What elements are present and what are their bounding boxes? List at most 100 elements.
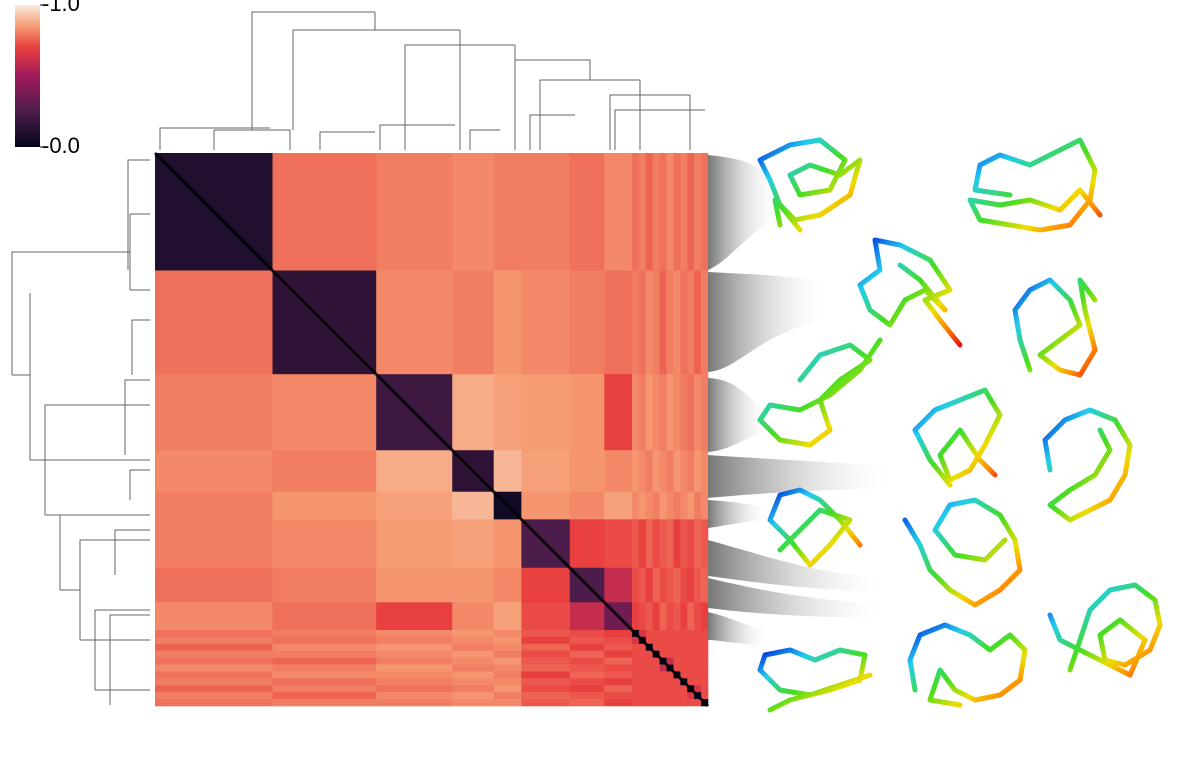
heatmap-cell	[694, 450, 702, 493]
heatmap-cell	[452, 629, 495, 638]
heatmap-cell	[694, 270, 702, 375]
heatmap-cell	[493, 685, 522, 693]
heatmap-cell	[569, 685, 605, 693]
heatmap-cell	[638, 657, 647, 665]
heatmap-cell	[604, 699, 633, 707]
heatmap-cell	[493, 636, 522, 645]
heatmap-cell	[155, 450, 273, 493]
heatmap-cell	[659, 270, 667, 375]
heatmap-cell	[155, 678, 273, 686]
heatmap-cell	[687, 636, 695, 645]
heatmap-cell	[645, 519, 653, 569]
heatmap-cell	[673, 519, 681, 569]
heatmap-cell	[694, 602, 702, 631]
heatmap-cell	[673, 602, 681, 631]
heatmap-cell	[493, 692, 522, 700]
heatmap-cell	[155, 685, 273, 693]
heatmap-cell	[155, 643, 273, 651]
heatmap-cell	[155, 519, 273, 569]
heatmap-cell	[155, 374, 273, 451]
heatmap-cell	[638, 270, 647, 375]
heatmap-cell	[493, 657, 522, 665]
heatmap-cell	[666, 270, 674, 375]
heatmap-cell	[631, 636, 640, 645]
heatmap-cell	[376, 491, 453, 520]
heatmap-cell	[666, 692, 674, 700]
heatmap-cell	[604, 657, 633, 665]
heatmap-cell	[376, 685, 453, 693]
heatmap-cell	[631, 657, 640, 665]
heatmap-cell	[652, 270, 660, 375]
heatmap-cell	[631, 699, 640, 707]
heatmap-cell	[687, 519, 695, 569]
diagonal	[153, 151, 710, 708]
heatmap-cell	[666, 678, 674, 686]
colorbar	[15, 5, 40, 147]
heatmap-cell	[604, 636, 633, 645]
heatmap-cell	[659, 643, 667, 651]
heatmap-cell	[493, 519, 522, 569]
heatmap-cell	[687, 270, 695, 375]
heatmap-cell	[155, 270, 273, 375]
heatmap-cell	[694, 491, 702, 520]
heatmap-cell	[631, 491, 640, 520]
heatmap-cell	[638, 629, 647, 638]
heatmap-cell	[638, 153, 647, 271]
heatmap-cell	[272, 450, 377, 493]
heatmap-cell	[701, 643, 709, 651]
heatmap-cell	[687, 567, 695, 603]
heatmap-cell	[521, 678, 571, 686]
heatmap-cell	[687, 643, 695, 651]
heatmap-cell	[452, 671, 495, 679]
heatmap-cell	[645, 153, 653, 271]
heatmap-cell	[673, 636, 681, 645]
heatmap-cell	[687, 650, 695, 658]
heatmap-cell	[631, 450, 640, 493]
heatmap-cell	[659, 374, 667, 451]
heatmap-cell	[452, 699, 495, 707]
heatmap-cell	[569, 678, 605, 686]
heatmap-cell	[666, 636, 674, 645]
heatmap-cell	[569, 636, 605, 645]
heatmap-cell	[569, 491, 605, 520]
heatmap-cell	[272, 629, 377, 638]
heatmap-cell	[452, 657, 495, 665]
heatmap-cell	[521, 629, 571, 638]
heatmap-cell	[376, 643, 453, 651]
heatmap-cell	[659, 650, 667, 658]
heatmap-cell	[701, 692, 709, 700]
heatmap-cell	[569, 664, 605, 672]
heatmap-cell	[631, 153, 640, 271]
heatmap-cell	[694, 643, 702, 651]
heatmap-cell	[666, 629, 674, 638]
heatmap	[153, 151, 710, 708]
heatmap-cell	[631, 519, 640, 569]
heatmap-cell	[521, 657, 571, 665]
heatmap-cell	[673, 685, 681, 693]
heatmap-cell	[645, 270, 653, 375]
heatmap-cell	[521, 692, 571, 700]
heatmap-cell	[452, 643, 495, 651]
colorbar-ticks: -1.0 -0.0	[40, 0, 80, 158]
heatmap-cell	[376, 602, 453, 631]
heatmap-cell	[569, 657, 605, 665]
heatmap-cell	[452, 153, 495, 271]
heatmap-cell	[272, 636, 377, 645]
heatmap-cell	[680, 450, 688, 493]
heatmap-cell	[569, 650, 605, 658]
heatmap-cell	[680, 692, 688, 700]
heatmap-cell	[687, 629, 695, 638]
heatmap-cell	[272, 699, 377, 707]
heatmap-cell	[659, 519, 667, 569]
heatmap-cell	[673, 692, 681, 700]
heatmap-cell	[687, 664, 695, 672]
heatmap-cell	[376, 699, 453, 707]
colorbar-tick-label: -1.0	[42, 0, 80, 16]
heatmap-cell	[680, 685, 688, 693]
heatmap-cell	[452, 650, 495, 658]
heatmap-cell	[652, 643, 660, 651]
heatmap-cell	[272, 643, 377, 651]
heatmap-cell	[680, 636, 688, 645]
heatmap-cell	[493, 650, 522, 658]
